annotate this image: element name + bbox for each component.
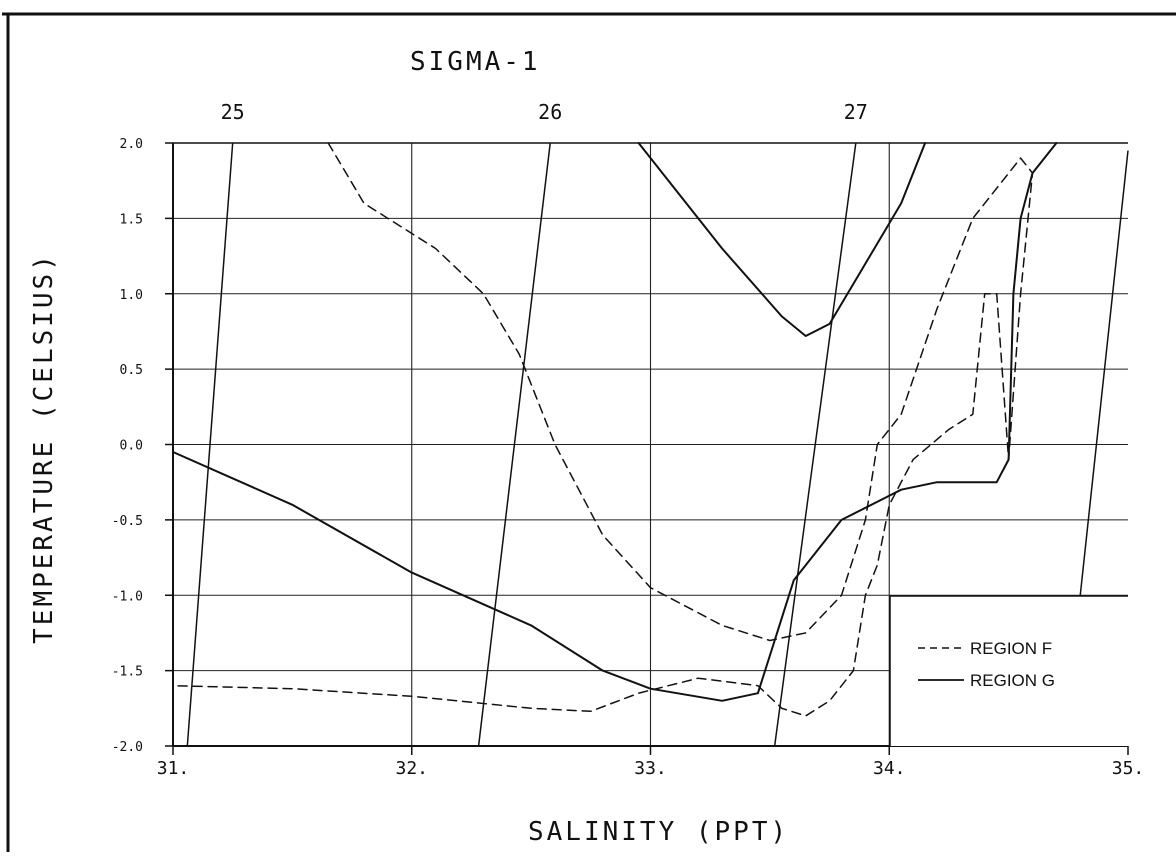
isopycnal-label: 25 bbox=[221, 100, 245, 124]
x-tick-label: 34. bbox=[873, 758, 906, 779]
legend-label-region-g: REGION G bbox=[970, 671, 1055, 690]
isopycnal-line bbox=[477, 142, 551, 747]
y-tick-label: 1.5 bbox=[120, 212, 143, 227]
x-tick-label: 35. bbox=[1112, 758, 1145, 779]
series-region-g-line bbox=[637, 142, 927, 337]
isopycnal-line bbox=[186, 142, 234, 747]
x-tick-label: 32. bbox=[395, 758, 428, 779]
legend-label-region-f: REGION F bbox=[970, 639, 1052, 658]
y-tick-label: -1.0 bbox=[112, 589, 143, 604]
chart-title: SIGMA-1 bbox=[410, 47, 541, 77]
x-tick-label: 33. bbox=[634, 758, 667, 779]
y-tick-label: 2.0 bbox=[120, 137, 143, 152]
y-tick-label: 1.0 bbox=[120, 288, 143, 303]
y-tick-label: 0.5 bbox=[120, 363, 143, 378]
legend: REGION F REGION G bbox=[889, 595, 1128, 746]
y-tick-label: 0.0 bbox=[120, 439, 143, 454]
series-region-g-line bbox=[172, 142, 1058, 702]
y-axis-label: TEMPERATURE (CELSIUS) bbox=[29, 252, 59, 644]
isopycnal-line bbox=[773, 142, 857, 747]
gridlines bbox=[173, 143, 1128, 746]
figure-frame bbox=[2, 12, 1176, 852]
y-tick-label: -1.5 bbox=[112, 665, 143, 680]
isopycnal-lines: 25 26 27 bbox=[186, 100, 1129, 747]
y-tick-label: -0.5 bbox=[112, 514, 143, 529]
tick-labels: 31. 32. 33. 34. 35. -2.0 -1.5 -1.0 -0.5 0.0 0.5 1.0… bbox=[112, 137, 1145, 779]
x-axis-label: SALINITY (PPT) bbox=[528, 817, 789, 847]
isopycnal-label: 27 bbox=[844, 100, 868, 124]
isopycnal-line bbox=[1079, 150, 1129, 596]
x-tick-label: 31. bbox=[157, 758, 190, 779]
data-series bbox=[172, 142, 1058, 717]
y-tick-label: -2.0 bbox=[112, 740, 143, 755]
isopycnal-label: 26 bbox=[538, 100, 562, 124]
legend-box bbox=[890, 596, 1128, 746]
